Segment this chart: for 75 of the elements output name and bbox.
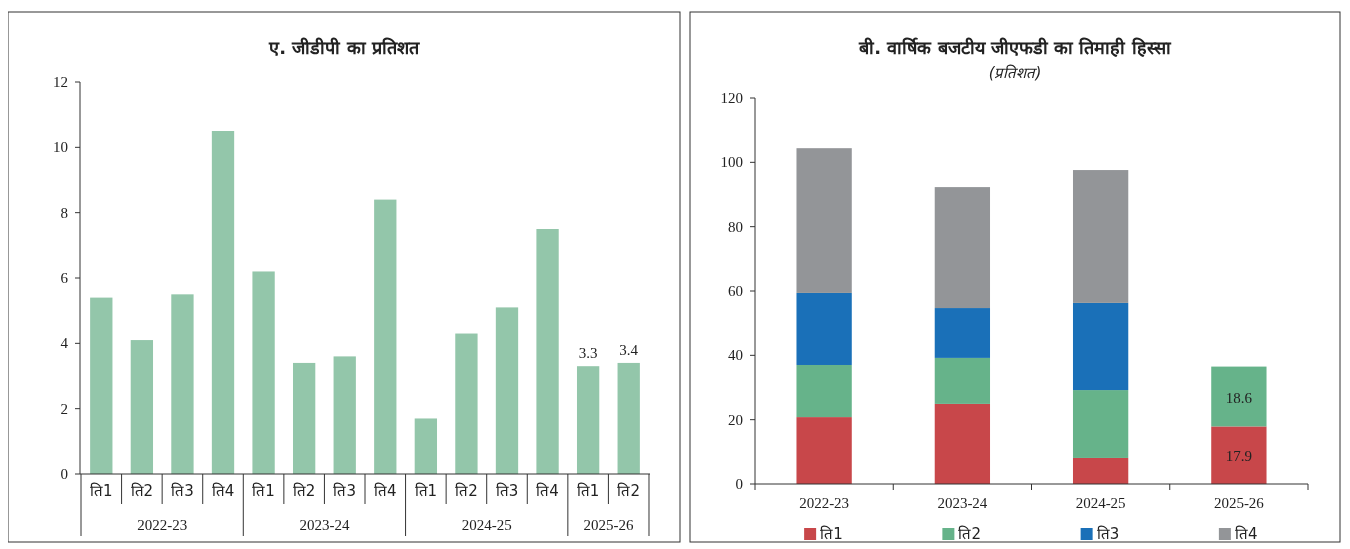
bar	[252, 271, 275, 474]
bar	[171, 294, 194, 474]
x-tick-label: ति4	[374, 482, 397, 500]
x-tick-label: ति1	[576, 482, 600, 500]
x-tick-label: ति4	[536, 482, 559, 500]
x-tick-label: ति2	[130, 482, 154, 500]
bar	[617, 362, 640, 474]
x-tick-label: ति1	[252, 482, 275, 500]
y-tick-label: 60	[728, 283, 743, 299]
bar	[1211, 366, 1267, 427]
x-tick-label: ति4	[211, 482, 235, 500]
x-tick-label: 2023-24	[937, 495, 988, 511]
bar	[576, 366, 600, 474]
bar	[796, 292, 852, 365]
bar	[796, 148, 852, 293]
chart-subtitle: (प्रतिशत)	[988, 64, 1042, 82]
bar	[934, 308, 991, 358]
bar	[455, 333, 478, 474]
y-tick-label: 80	[728, 218, 743, 235]
bar	[414, 418, 438, 474]
legend-label: ति4	[1234, 525, 1258, 543]
x-tick-label: 2022-23	[799, 495, 850, 511]
x-tick-label: ति3	[333, 482, 356, 500]
x-tick-label: ति2	[455, 482, 478, 500]
bar	[292, 362, 316, 474]
x-tick-label: ति2	[617, 482, 640, 500]
bar	[1211, 426, 1267, 484]
y-tick-label: 40	[728, 347, 743, 364]
x-tick-label: ति1	[90, 482, 113, 500]
chart-title: ए. जीडीपी का प्रतिशत	[268, 37, 420, 58]
text: 2022-23	[137, 517, 188, 533]
text: 2024-25	[461, 517, 512, 533]
y-tick-label: 10	[53, 139, 68, 156]
x-tick-label: ति1	[414, 482, 438, 500]
bar	[796, 417, 852, 484]
y-tick-label: 2	[60, 400, 68, 417]
legend-label: ति3	[1096, 525, 1120, 543]
y-tick-label: 4	[60, 335, 69, 352]
chart-title: बी. वार्षिक बजटीय जीएफडी का तिमाही हिस्सा	[858, 37, 1172, 58]
text: 2023-24	[299, 517, 350, 533]
legend-label: ति1	[820, 525, 843, 543]
legend-label: ति2	[958, 525, 981, 543]
y-tick-label: 100	[720, 154, 743, 171]
data-label: 18.6	[1225, 389, 1253, 406]
y-tick-label: 20	[728, 411, 743, 428]
y-tick-label: 6	[60, 270, 69, 286]
bar	[536, 229, 559, 474]
bar	[1072, 170, 1129, 303]
bar	[934, 357, 991, 404]
x-tick-label: 2025-26	[1213, 495, 1265, 511]
bar	[1072, 302, 1129, 391]
bar	[90, 297, 113, 474]
x-tick-label: ति3	[171, 482, 194, 500]
y-tick-label: 0	[735, 476, 743, 492]
data-label: 3.4	[619, 341, 639, 358]
y-tick-label: 8	[60, 204, 68, 221]
bar	[130, 340, 154, 474]
bar	[1072, 457, 1129, 484]
bar	[211, 131, 235, 474]
y-tick-label: 0	[60, 466, 68, 482]
x-tick-label: ति2	[292, 482, 316, 500]
data-label: 17.9	[1225, 448, 1252, 465]
x-tick-label: 2024-25	[1075, 495, 1126, 511]
bar	[495, 307, 519, 474]
bar	[333, 356, 356, 474]
bar	[1072, 390, 1129, 458]
x-tick-label: ति3	[495, 482, 519, 500]
bar	[934, 187, 991, 309]
data-label: 3.3	[578, 345, 598, 362]
y-tick-label: 120	[720, 90, 743, 106]
text: 2025-26	[583, 517, 634, 533]
bar	[374, 199, 397, 474]
y-tick-label: 12	[53, 74, 68, 90]
bar	[934, 403, 991, 484]
bar	[796, 364, 852, 418]
